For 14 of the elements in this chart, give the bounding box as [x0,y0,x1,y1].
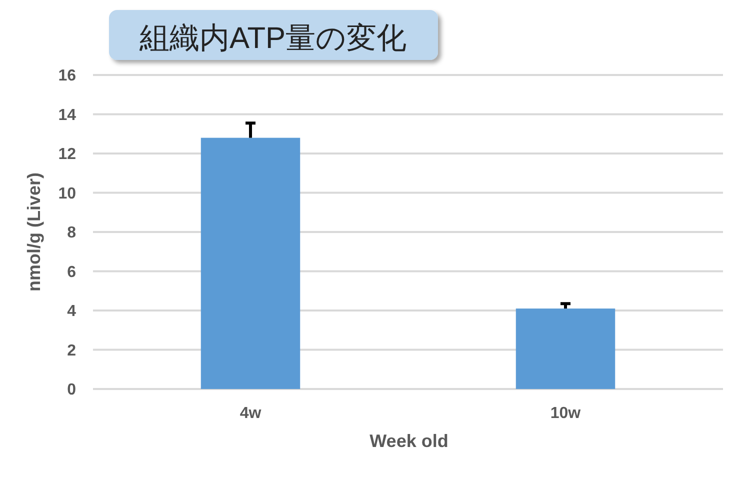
y-axis-title: nmol/g (Liver) [24,172,44,292]
y-tick-label: 10 [58,185,76,202]
y-tick-label: 14 [58,106,76,124]
y-tick-label: 8 [67,224,76,242]
y-tick-label: 0 [67,382,76,399]
x-tick-label: 4w [240,405,262,422]
y-tick-label: 12 [58,146,76,164]
y-tick-label: 2 [67,342,76,360]
y-tick-label: 16 [58,68,76,85]
chart-title: 組織内ATP量の変化 [138,22,407,55]
y-tick-label: 6 [67,264,76,281]
x-axis-title: Week old [370,431,448,451]
y-tick-label: 4 [67,303,76,320]
x-tick-label: 10w [550,405,582,422]
